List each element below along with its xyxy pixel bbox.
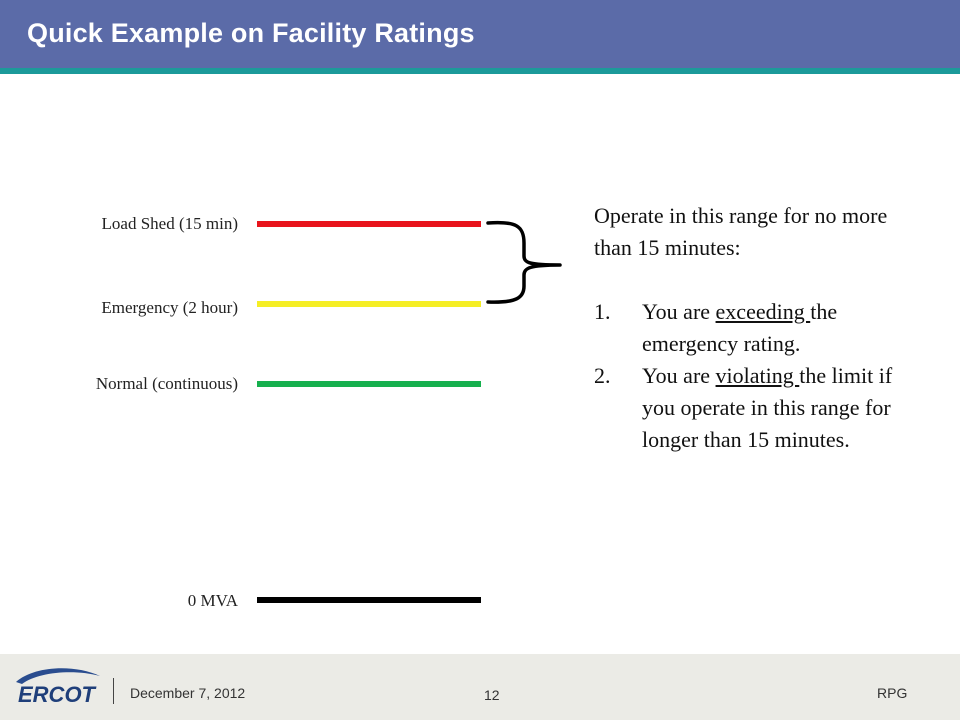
note-item-emphasis: violating xyxy=(715,363,800,388)
level-label-emergency: Emergency (2 hour) xyxy=(101,298,238,317)
note-item-text: the limit if you operate in this range f… xyxy=(642,363,893,452)
svg-text:ERCOT: ERCOT xyxy=(18,682,97,706)
level-label-normal: Normal (continuous) xyxy=(95,374,238,393)
page-number: 12 xyxy=(484,687,500,703)
note-item-text: the emergency rating. xyxy=(642,299,838,356)
note-item-2: 2. You are violating the limit if you op… xyxy=(594,360,904,456)
note-item-emphasis: exceeding xyxy=(715,299,811,324)
slide-title: Quick Example on Facility Ratings xyxy=(27,18,475,48)
title-bar xyxy=(0,0,960,68)
note-spacer xyxy=(594,264,904,296)
level-line-load-shed xyxy=(257,221,481,227)
curly-brace-icon xyxy=(486,220,562,304)
footer-divider xyxy=(113,678,114,704)
level-line-zero xyxy=(257,597,481,603)
level-line-normal xyxy=(257,381,481,387)
note-item-text: You are xyxy=(642,363,716,388)
level-label-zero: 0 MVA xyxy=(187,591,238,610)
footer-bar xyxy=(0,654,960,720)
footer-org: RPG xyxy=(877,685,908,701)
level-line-emergency xyxy=(257,301,481,307)
note-item-text: You are xyxy=(642,299,716,324)
footer-date: December 7, 2012 xyxy=(130,685,246,701)
note-intro: Operate in this range for no more than 1… xyxy=(594,203,888,260)
note-item-1: 1. You are exceeding the emergency ratin… xyxy=(594,296,904,360)
ercot-logo: ERCOT xyxy=(16,668,100,706)
title-accent-stripe xyxy=(0,68,960,74)
range-note: Operate in this range for no more than 1… xyxy=(594,200,904,456)
note-item-number: 1. xyxy=(594,299,611,324)
note-item-number: 2. xyxy=(594,363,611,388)
level-label-load-shed: Load Shed (15 min) xyxy=(101,214,238,233)
